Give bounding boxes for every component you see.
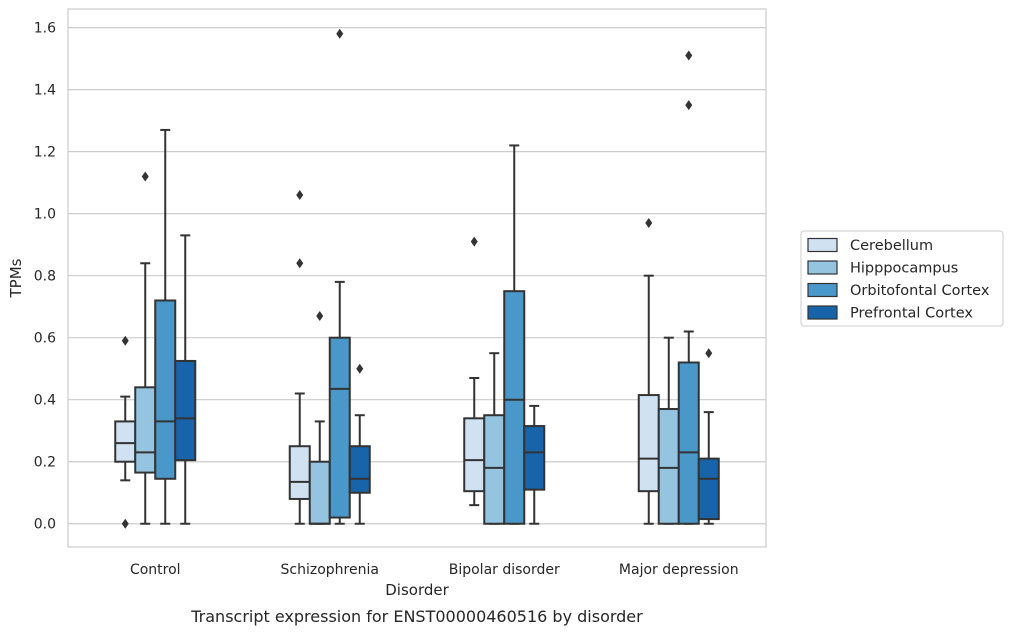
x-tick-label: Schizophrenia [281, 562, 379, 578]
box-orbitofontal-cortex-bipolar-disorder [503, 144, 526, 525]
y-tick-label: 1.2 [34, 145, 56, 161]
x-axis-title: Disorder [385, 581, 449, 599]
iqr-box [328, 336, 351, 519]
box-orbitofontal-cortex-schizophrenia [328, 28, 351, 525]
box-prefrontal-cortex-control [174, 234, 197, 525]
legend-frame [800, 230, 1004, 327]
outlier-point [645, 217, 653, 228]
x-tick-label: Major depression [619, 562, 739, 578]
box-cerebellum-major-depression [637, 217, 660, 525]
box-cerebellum-schizophrenia [288, 190, 311, 525]
iqr-box [483, 414, 506, 525]
y-tick-label: 1.4 [34, 83, 56, 99]
legend-swatch [807, 237, 838, 253]
outlier-point [470, 236, 478, 247]
x-tick-label: Control [130, 562, 181, 578]
box-prefrontal-cortex-major-depression [697, 348, 720, 525]
iqr-box [637, 394, 660, 493]
y-tick-label: 0.0 [34, 517, 56, 533]
outlier-point [296, 258, 304, 269]
legend-label: Hipppocampus [850, 261, 958, 277]
legend-swatch [807, 282, 838, 298]
outlier-point [336, 28, 344, 39]
box-prefrontal-cortex-schizophrenia [348, 363, 371, 525]
box-hipppocampus-bipolar-disorder [483, 352, 506, 525]
iqr-box [174, 359, 197, 462]
iqr-box [657, 408, 680, 525]
box-orbitofontal-cortex-major-depression [677, 50, 700, 525]
legend-swatch [807, 260, 838, 275]
box-cerebellum-control [114, 335, 137, 529]
iqr-box [677, 361, 700, 525]
box-hipppocampus-major-depression [657, 336, 680, 525]
box-hipppocampus-control [134, 171, 157, 525]
outlier-point [296, 190, 304, 201]
iqr-box [308, 460, 331, 525]
legend-label: Cerebellum [850, 238, 933, 254]
y-tick-label: 0.4 [34, 393, 56, 409]
iqr-box [154, 299, 177, 480]
outlier-point [141, 171, 149, 182]
outlier-point [121, 518, 129, 529]
x-tick-label: Bipolar disorder [449, 562, 560, 578]
y-tick-label: 0.2 [34, 455, 56, 471]
outlier-point [685, 50, 693, 61]
legend-label: Prefrontal Cortex [850, 306, 973, 322]
legend-item: Cerebellum [807, 237, 933, 254]
y-tick-label: 1.6 [34, 21, 56, 37]
outlier-point [705, 348, 713, 359]
x-tick-labels: Control Schizophrenia Bipolar disorder Majo… [130, 562, 739, 578]
legend-swatch [807, 305, 838, 320]
y-tick-labels: 0.0 0.2 0.4 0.6 0.8 1.0 1.2 1.4 1.6 [34, 21, 56, 533]
iqr-box [523, 425, 546, 491]
box-groups [114, 28, 720, 529]
iqr-box [114, 420, 137, 463]
iqr-box [134, 386, 157, 474]
y-tick-label: 0.6 [34, 331, 56, 347]
outlier-point [316, 310, 324, 321]
y-tick-label: 1.0 [34, 207, 56, 223]
outlier-point [121, 335, 129, 346]
outlier-point [685, 100, 693, 111]
outlier-point [356, 363, 364, 374]
iqr-box [288, 445, 311, 500]
iqr-box [503, 290, 526, 525]
iqr-box [348, 445, 371, 494]
chart-caption: Transcript expression for ENST0000046051… [190, 607, 643, 626]
legend: Cerebellum Hipppocampus Orbitofontal Corte… [800, 230, 1004, 327]
legend-item: Prefrontal Cortex [807, 305, 973, 322]
box-prefrontal-cortex-bipolar-disorder [523, 404, 546, 525]
iqr-box [463, 417, 486, 493]
box-orbitofontal-cortex-control [154, 128, 177, 525]
y-tick-label: 0.8 [34, 269, 56, 285]
legend-item: Orbitofontal Cortex [807, 282, 990, 299]
iqr-box [697, 457, 720, 521]
legend-item: Hipppocampus [807, 260, 958, 277]
legend-label: Orbitofontal Cortex [850, 283, 990, 299]
y-axis-title: TPMs [7, 258, 25, 298]
